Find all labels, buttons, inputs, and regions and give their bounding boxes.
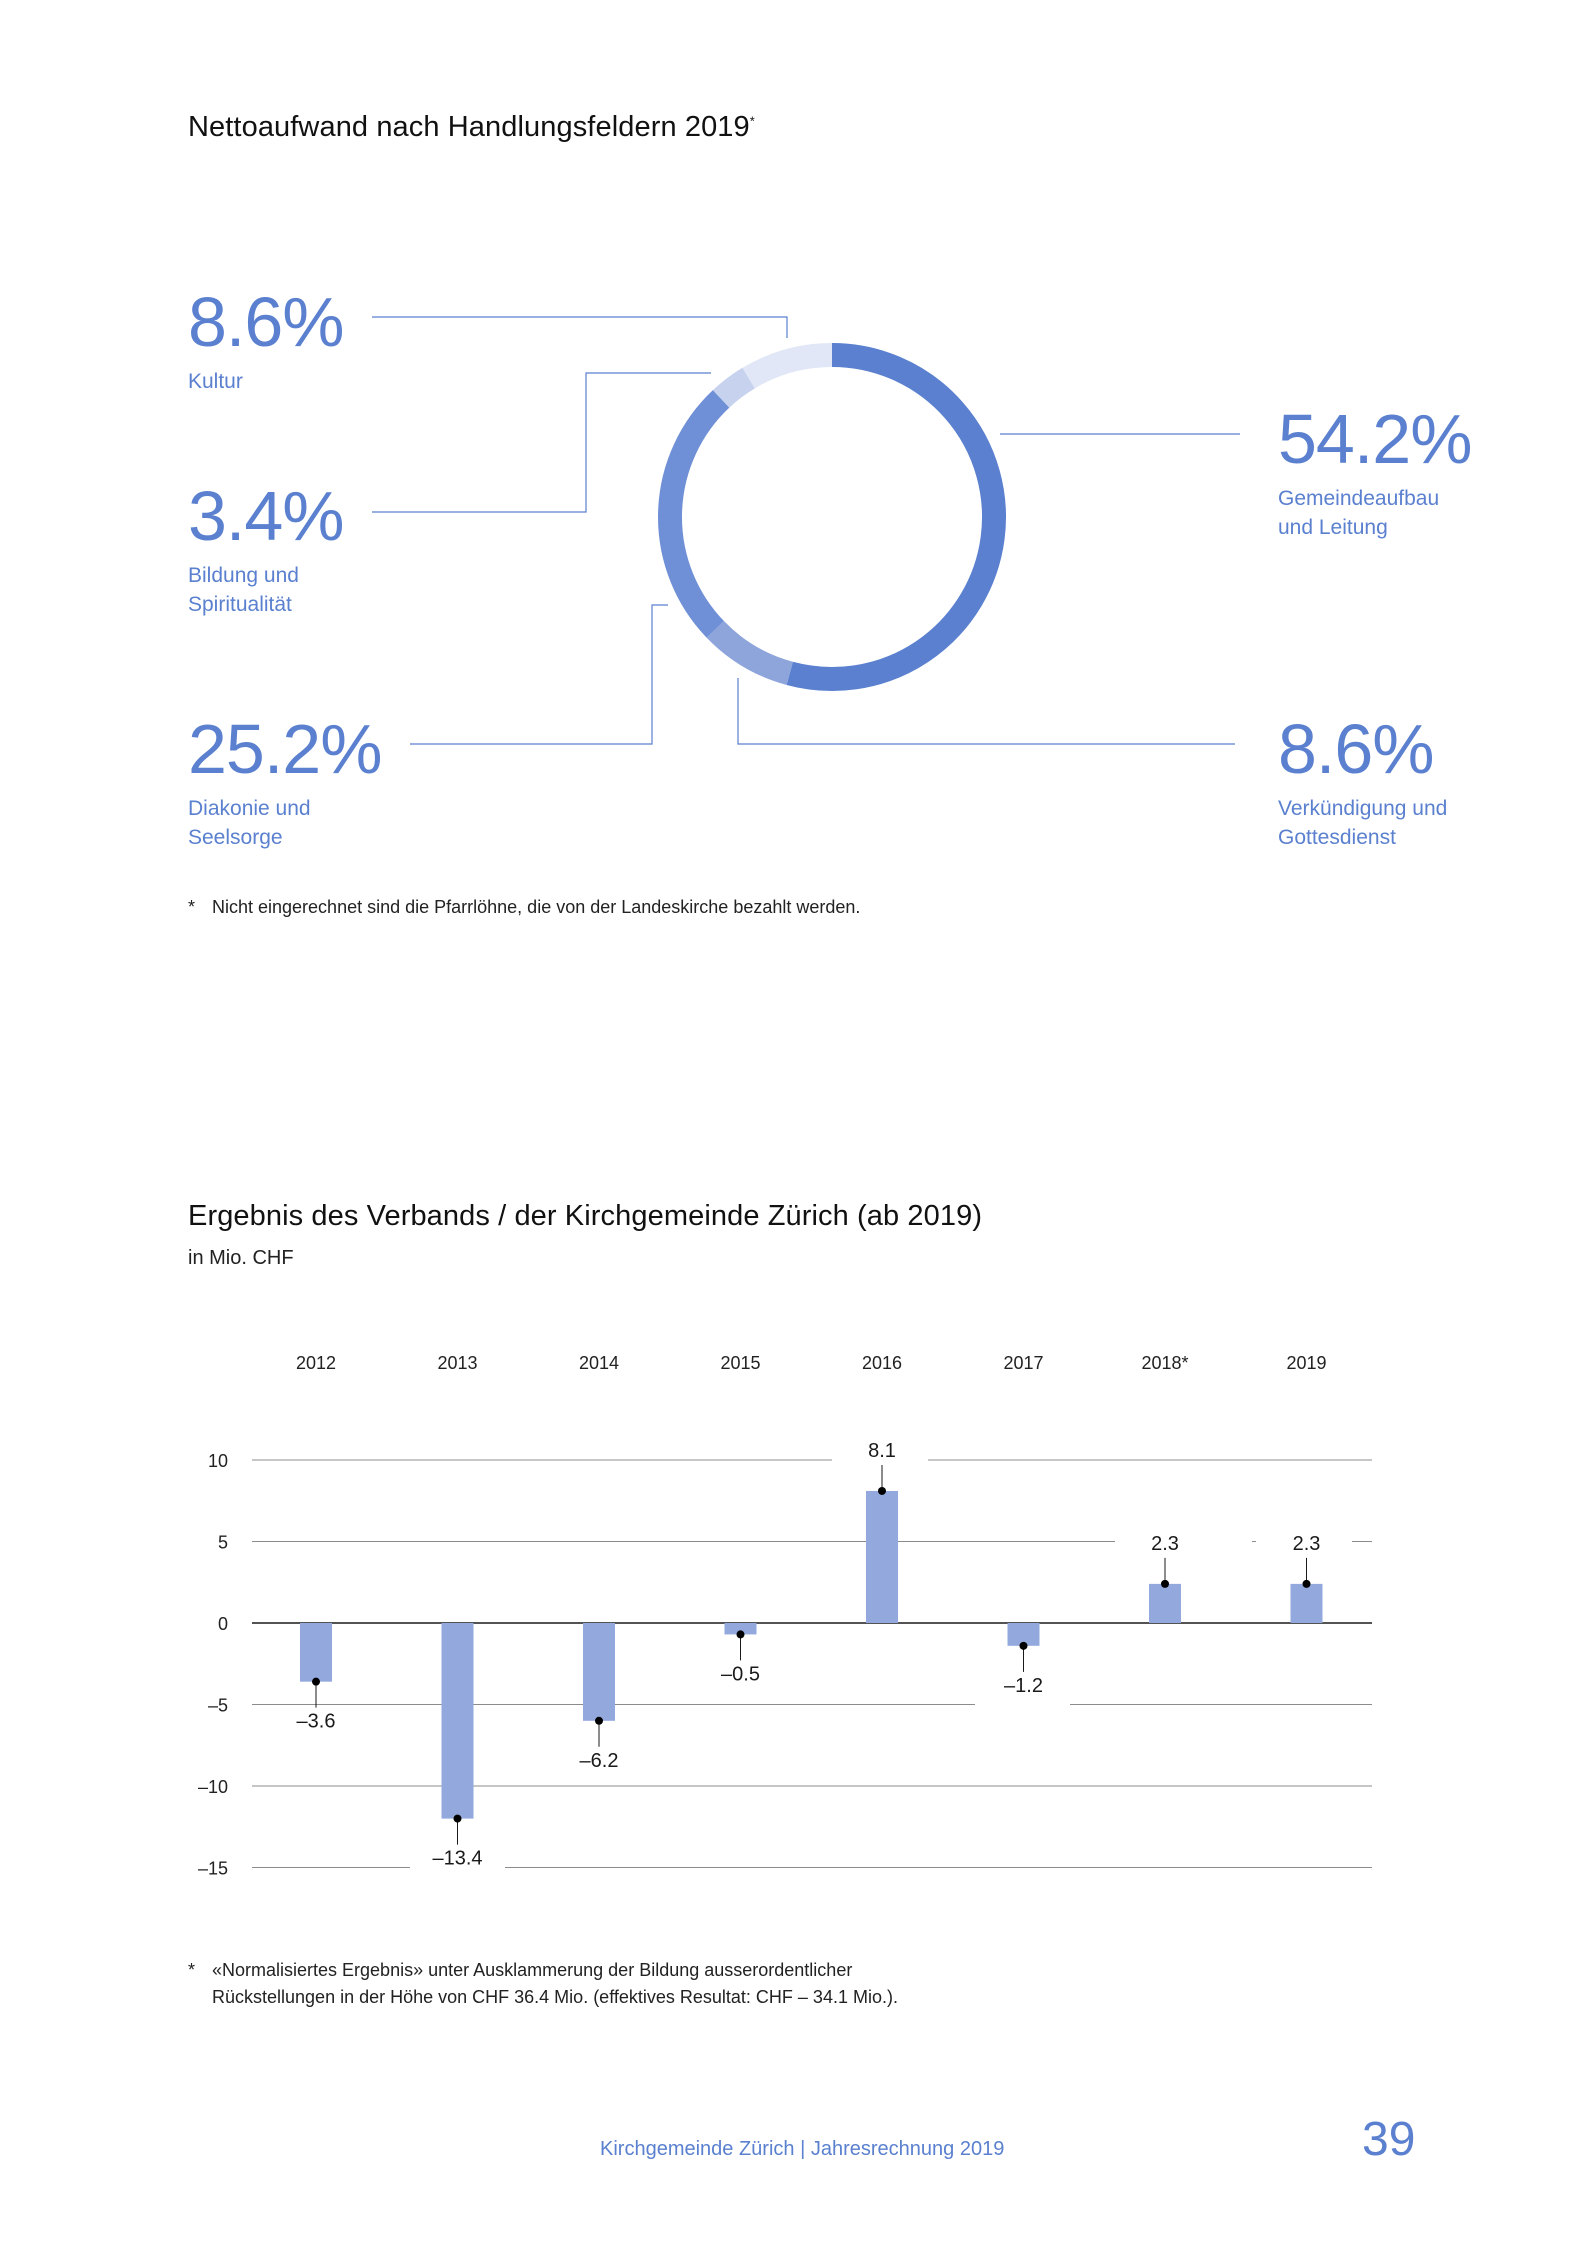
donut-footnote-text: Nicht eingerechnet sind die Pfarrlöhne, … xyxy=(212,897,861,917)
value-dot xyxy=(1161,1579,1169,1588)
donut-label-kultur: 8.6% Kultur xyxy=(188,283,345,396)
donut-chart-title: Nettoaufwand nach Handlungsfeldern 2019* xyxy=(188,111,755,144)
x-category-label: 2013 xyxy=(437,1353,477,1373)
donut-label-gemeindeaufbau: 54.2% Gemeindeaufbau und Leitung xyxy=(1278,400,1472,542)
x-category-label: 2012 xyxy=(296,1353,336,1373)
donut-name-kultur: Kultur xyxy=(188,370,243,393)
x-category-label: 2016 xyxy=(862,1353,902,1373)
donut-name-diakonie-line2: Seelsorge xyxy=(188,826,283,849)
value-dot xyxy=(1302,1579,1311,1588)
donut-value-kultur: 8.6% xyxy=(188,283,345,361)
bar-footnote: * «Normalisiertes Ergebnis» unter Auskla… xyxy=(188,1957,1188,2017)
bar-footnote-line2: Rückstellungen in der Höhe von CHF 36.4 … xyxy=(212,1987,898,2007)
donut-label-bildung: 3.4% Bildung und Spiritualität xyxy=(188,477,345,619)
bar-2012 xyxy=(300,1623,332,1682)
x-category-label: 2018* xyxy=(1141,1353,1188,1373)
value-dot xyxy=(312,1677,320,1686)
donut-title-footnote-marker: * xyxy=(749,113,755,129)
donut-slice-bildung xyxy=(712,367,756,408)
value-dot xyxy=(595,1716,603,1725)
y-tick-label: –5 xyxy=(208,1696,228,1716)
value-dot xyxy=(878,1486,886,1495)
bar-value-label: –6.2 xyxy=(580,1750,619,1772)
bar-2019 xyxy=(1290,1583,1323,1623)
donut-name-gemeindeaufbau-line1: Gemeindeaufbau xyxy=(1278,487,1440,510)
x-category-label: 2019 xyxy=(1286,1353,1326,1373)
donut-label-verkuendigung: 8.6% Verkündigung und Gottesdienst xyxy=(1278,714,1447,852)
bar-chart: 10 5 0 –5 –10 –15 2012 –3.6 2013 –13.4 2014 –6.2 201… xyxy=(198,1353,1372,1879)
donut-name-verkuendigung-line1: Verkündigung und xyxy=(1278,797,1448,820)
value-dot xyxy=(1019,1641,1028,1650)
donut-name-bildung-line2: Spiritualität xyxy=(188,593,292,616)
leader-line-verkuendigung xyxy=(737,678,1235,745)
value-dot xyxy=(736,1630,745,1639)
x-category-label: 2014 xyxy=(579,1353,619,1373)
donut-slice-verkuendigung xyxy=(706,620,794,685)
donut-name-bildung-line1: Bildung und xyxy=(188,564,299,587)
bar-value-label: 2.3 xyxy=(1293,1533,1321,1555)
donut-slice-gemeindeaufbau xyxy=(786,343,1006,691)
donut-value-verkuendigung: 8.6% xyxy=(1278,710,1435,788)
y-tick-label: –15 xyxy=(198,1859,228,1879)
leader-line-bildung xyxy=(372,372,711,513)
bar-2015 xyxy=(724,1623,757,1635)
bar-2017 xyxy=(1007,1623,1040,1646)
y-tick-label: 0 xyxy=(218,1614,228,1634)
donut-footnote: * Nicht eingerechnet sind die Pfarrlöhne… xyxy=(188,894,1188,924)
bar-value-label: –3.6 xyxy=(297,1711,336,1733)
x-category-label: 2017 xyxy=(1003,1353,1043,1373)
bar-value-label: –0.5 xyxy=(721,1663,760,1685)
x-category-label: 2015 xyxy=(720,1353,760,1373)
donut-name-diakonie-line1: Diakonie und xyxy=(188,797,311,820)
bar-2013 xyxy=(441,1623,474,1819)
donut-value-bildung: 3.4% xyxy=(188,477,345,555)
page-number: 39 xyxy=(1362,2113,1416,2166)
donut-chart xyxy=(372,316,1240,745)
donut-value-diakonie: 25.2% xyxy=(188,710,382,788)
donut-footnote-marker: * xyxy=(188,897,196,917)
bar-2016 xyxy=(866,1490,898,1623)
bar-chart-subtitle: in Mio. CHF xyxy=(188,1247,294,1269)
bar-footnote-line1: «Normalisiertes Ergebnis» unter Ausklamm… xyxy=(212,1960,853,1980)
leader-line-diakonie xyxy=(410,604,668,745)
donut-name-gemeindeaufbau-line2: und Leitung xyxy=(1278,516,1388,539)
donut-label-diakonie: 25.2% Diakonie und Seelsorge xyxy=(188,710,382,852)
donut-slice-kultur xyxy=(742,343,833,389)
y-tick-label: –10 xyxy=(198,1777,228,1797)
donut-slice-diakonie xyxy=(658,390,730,638)
donut-name-verkuendigung-line2: Gottesdienst xyxy=(1278,826,1396,849)
page-footer-text: Kirchgemeinde Zürich | Jahresrechnung 20… xyxy=(600,2138,1005,2160)
bar-2014 xyxy=(583,1623,615,1721)
bar-footnote-marker: * xyxy=(188,1960,196,1980)
y-tick-label: 10 xyxy=(208,1451,228,1471)
leader-line-kultur xyxy=(372,316,788,338)
donut-value-gemeindeaufbau: 54.2% xyxy=(1278,400,1472,478)
bar-value-label: 2.3 xyxy=(1151,1533,1179,1555)
bar-value-label: –13.4 xyxy=(432,1848,482,1870)
donut-chart-title-text: Nettoaufwand nach Handlungsfeldern 2019 xyxy=(188,111,750,143)
y-tick-label: 5 xyxy=(218,1533,228,1553)
bar-2018 xyxy=(1149,1583,1181,1623)
bar-chart-title: Ergebnis des Verbands / der Kirchgemeind… xyxy=(188,1200,983,1232)
value-dot xyxy=(453,1814,462,1823)
bar-value-label: –1.2 xyxy=(1004,1675,1043,1697)
bar-value-label: 8.1 xyxy=(868,1440,896,1462)
